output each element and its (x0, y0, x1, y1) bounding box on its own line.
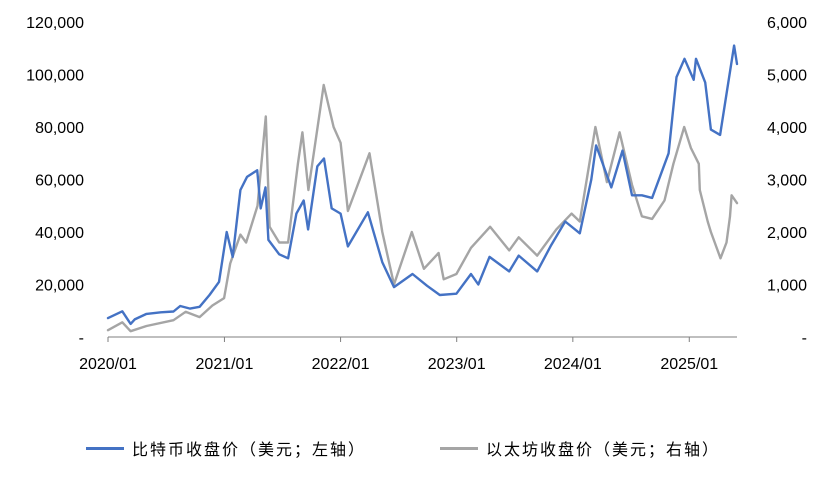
right-axis-tick-label: 1,000 (767, 278, 807, 295)
right-axis-tick-label: 4,000 (767, 120, 807, 137)
left-axis-tick-label: 80,000 (35, 120, 84, 137)
legend-label-eth: 以太坊收盘价（美元；右轴） (486, 440, 721, 459)
right-axis-tick-label: 3,000 (767, 173, 807, 190)
legend-item-eth: 以太坊收盘价（美元；右轴） (440, 436, 720, 460)
right-axis-ticks: - 1,000 2,000 3,000 4,000 5,000 6,000 (767, 15, 807, 347)
left-axis-tick-label: 100,000 (26, 68, 84, 85)
left-axis-tick-label: 60,000 (35, 173, 84, 190)
left-axis-ticks: - 20,000 40,000 60,000 80,000 100,000 120,000 (26, 15, 84, 347)
right-axis-tick-label: - (802, 330, 807, 347)
right-axis-tick-label: 5,000 (767, 68, 807, 85)
left-axis-tick-label: 20,000 (35, 278, 84, 295)
legend-label-btc: 比特币收盘价（美元；左轴） (132, 440, 367, 459)
x-axis-tick-label: 2024/01 (544, 356, 602, 373)
left-axis-tick-label: 120,000 (26, 15, 84, 32)
x-axis-tick-label: 2023/01 (428, 356, 486, 373)
left-axis-tick-label: - (79, 330, 84, 347)
left-axis-tick-label: 40,000 (35, 225, 84, 242)
legend-swatch-btc (86, 446, 124, 450)
right-axis-tick-label: 2,000 (767, 225, 807, 242)
series-line-eth (106, 83, 739, 333)
x-axis-tick-label: 2022/01 (312, 356, 370, 373)
right-axis-tick-label: 6,000 (767, 15, 807, 32)
x-axis-tick-label: 2021/01 (196, 356, 254, 373)
series-lines (106, 44, 739, 333)
x-axis-tick-label: 2020/01 (79, 356, 137, 373)
series-line-btc (106, 44, 739, 326)
legend-item-btc: 比特币收盘价（美元；左轴） (86, 436, 366, 460)
x-axis-ticks: 2020/01 2021/01 2022/01 2023/01 2024/01 2025/… (79, 337, 718, 373)
legend-swatch-eth (440, 446, 478, 450)
x-axis-tick-label: 2025/01 (660, 356, 718, 373)
